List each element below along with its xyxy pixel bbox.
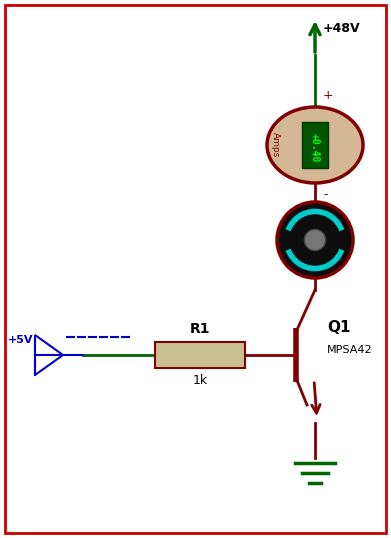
Bar xyxy=(302,122,328,168)
Text: Amps: Amps xyxy=(271,132,280,158)
Text: +5V: +5V xyxy=(8,335,34,345)
Text: 1k: 1k xyxy=(192,374,208,387)
Text: R1: R1 xyxy=(190,322,210,336)
Text: +48V: +48V xyxy=(323,22,361,35)
Text: MPSA42: MPSA42 xyxy=(327,345,373,355)
Circle shape xyxy=(277,202,353,278)
Circle shape xyxy=(304,229,326,251)
Text: +: + xyxy=(323,89,334,102)
Text: Q1: Q1 xyxy=(327,320,350,335)
Text: -: - xyxy=(323,188,328,201)
Bar xyxy=(155,342,245,368)
Ellipse shape xyxy=(267,107,363,183)
Text: +0.40: +0.40 xyxy=(310,133,320,162)
